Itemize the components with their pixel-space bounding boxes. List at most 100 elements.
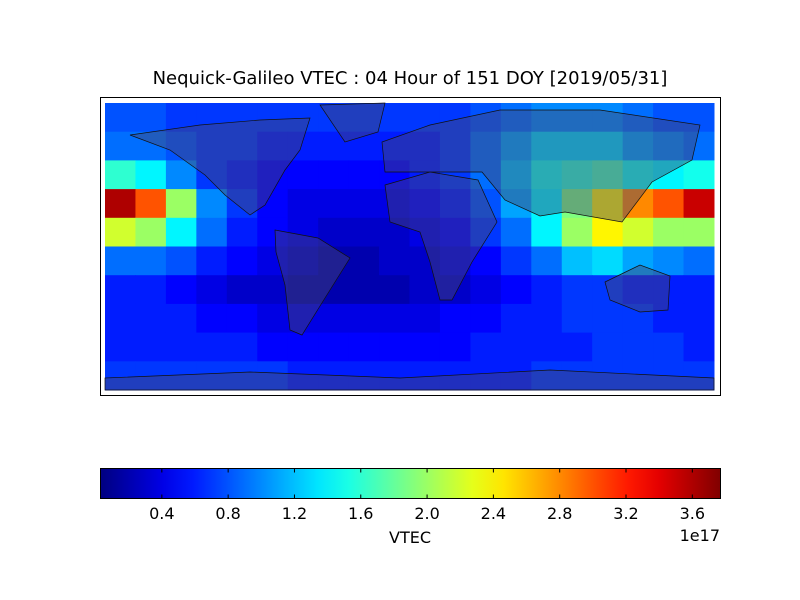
- heat-cell: [500, 217, 532, 247]
- heat-cell: [653, 246, 685, 276]
- heat-cell: [561, 303, 593, 334]
- heat-cell: [105, 103, 136, 133]
- heat-cell: [653, 217, 685, 247]
- heat-cell: [409, 131, 441, 161]
- heat-cell: [622, 131, 654, 161]
- heat-cell: [409, 160, 441, 190]
- heat-cell: [135, 246, 167, 276]
- heat-cell: [592, 189, 624, 219]
- heat-cell: [196, 332, 228, 362]
- heat-cell: [592, 275, 624, 305]
- heat-cell: [257, 160, 289, 190]
- heat-cell: [105, 189, 136, 219]
- colorbar-tick-label: 1.6: [348, 504, 373, 523]
- heat-cell: [592, 103, 624, 133]
- heat-cell: [196, 189, 228, 219]
- heat-cell: [409, 103, 441, 133]
- heat-cell: [348, 275, 380, 305]
- heat-cell: [348, 217, 380, 247]
- heat-cell: [683, 303, 715, 334]
- heat-cell: [561, 189, 593, 219]
- heat-cell: [379, 131, 410, 161]
- heat-cell: [287, 189, 319, 219]
- heat-cell: [470, 103, 502, 133]
- heat-cell: [318, 160, 350, 190]
- heat-cell: [409, 303, 441, 334]
- heat-cell: [257, 246, 289, 276]
- heat-cell: [226, 361, 258, 391]
- heat-cell: [379, 217, 410, 247]
- heat-cell: [318, 189, 350, 219]
- heat-cell: [287, 131, 319, 161]
- heat-cell: [379, 303, 410, 334]
- heat-cell: [561, 160, 593, 190]
- heat-cell: [561, 131, 593, 161]
- heat-cell: [592, 246, 624, 276]
- heat-cell: [348, 303, 380, 334]
- heat-cell: [105, 160, 136, 190]
- heat-cell: [531, 303, 563, 334]
- heat-cell: [683, 160, 715, 190]
- heat-cell: [165, 275, 197, 305]
- heat-cell: [592, 361, 624, 391]
- chart-title: Nequick-Galileo VTEC : 04 Hour of 151 DO…: [153, 68, 668, 89]
- heat-cell: [135, 332, 167, 362]
- heat-cell: [531, 103, 563, 133]
- heat-cell: [470, 332, 502, 362]
- heat-cell: [500, 131, 532, 161]
- heat-cell: [105, 361, 136, 391]
- heat-cell: [531, 361, 563, 391]
- colorbar-tick-label: 2.8: [547, 504, 572, 523]
- heat-cell: [470, 246, 502, 276]
- colorbar-tick-label: 2.4: [481, 504, 506, 523]
- heat-cell: [683, 103, 715, 133]
- heat-cell: [470, 189, 502, 219]
- heat-cell: [592, 131, 624, 161]
- heat-cell: [439, 275, 471, 305]
- colorbar-tick-label: 1.2: [282, 504, 307, 523]
- heat-cell: [379, 103, 410, 133]
- heat-cell: [318, 275, 350, 305]
- heat-cell: [622, 275, 654, 305]
- heat-cell: [531, 332, 563, 362]
- heat-cell: [592, 217, 624, 247]
- heat-cell: [500, 246, 532, 276]
- heat-cell: [135, 131, 167, 161]
- land-layer: [104, 102, 715, 391]
- antarctica: [104, 369, 715, 391]
- heat-cell: [318, 246, 350, 276]
- heat-cell: [439, 246, 471, 276]
- heat-cell: [165, 332, 197, 362]
- colorbar: [100, 468, 721, 499]
- heat-cell: [500, 103, 532, 133]
- heat-cell: [439, 189, 471, 219]
- africa: [384, 171, 498, 301]
- heat-cell: [500, 361, 532, 391]
- heat-cell: [500, 303, 532, 334]
- heat-cell: [196, 303, 228, 334]
- heat-cell: [165, 361, 197, 391]
- australia: [604, 264, 671, 313]
- heat-cell: [653, 160, 685, 190]
- heat-cell: [348, 189, 380, 219]
- heat-cell: [257, 217, 289, 247]
- heat-cell: [683, 361, 715, 391]
- heat-cell: [348, 332, 380, 362]
- heat-cell: [592, 160, 624, 190]
- heat-cell: [135, 275, 167, 305]
- heat-cell: [470, 160, 502, 190]
- heat-cell: [196, 361, 228, 391]
- heat-cell: [409, 217, 441, 247]
- heat-cell: [287, 332, 319, 362]
- heat-cell: [500, 160, 532, 190]
- heat-cell: [531, 160, 563, 190]
- heat-cell: [622, 303, 654, 334]
- heat-cell: [561, 275, 593, 305]
- heat-cell: [226, 160, 258, 190]
- heat-cell: [135, 160, 167, 190]
- heatmap: [105, 103, 715, 391]
- colorbar-tick-label: 0.4: [149, 504, 174, 523]
- heat-cell: [653, 332, 685, 362]
- heat-cell: [257, 103, 289, 133]
